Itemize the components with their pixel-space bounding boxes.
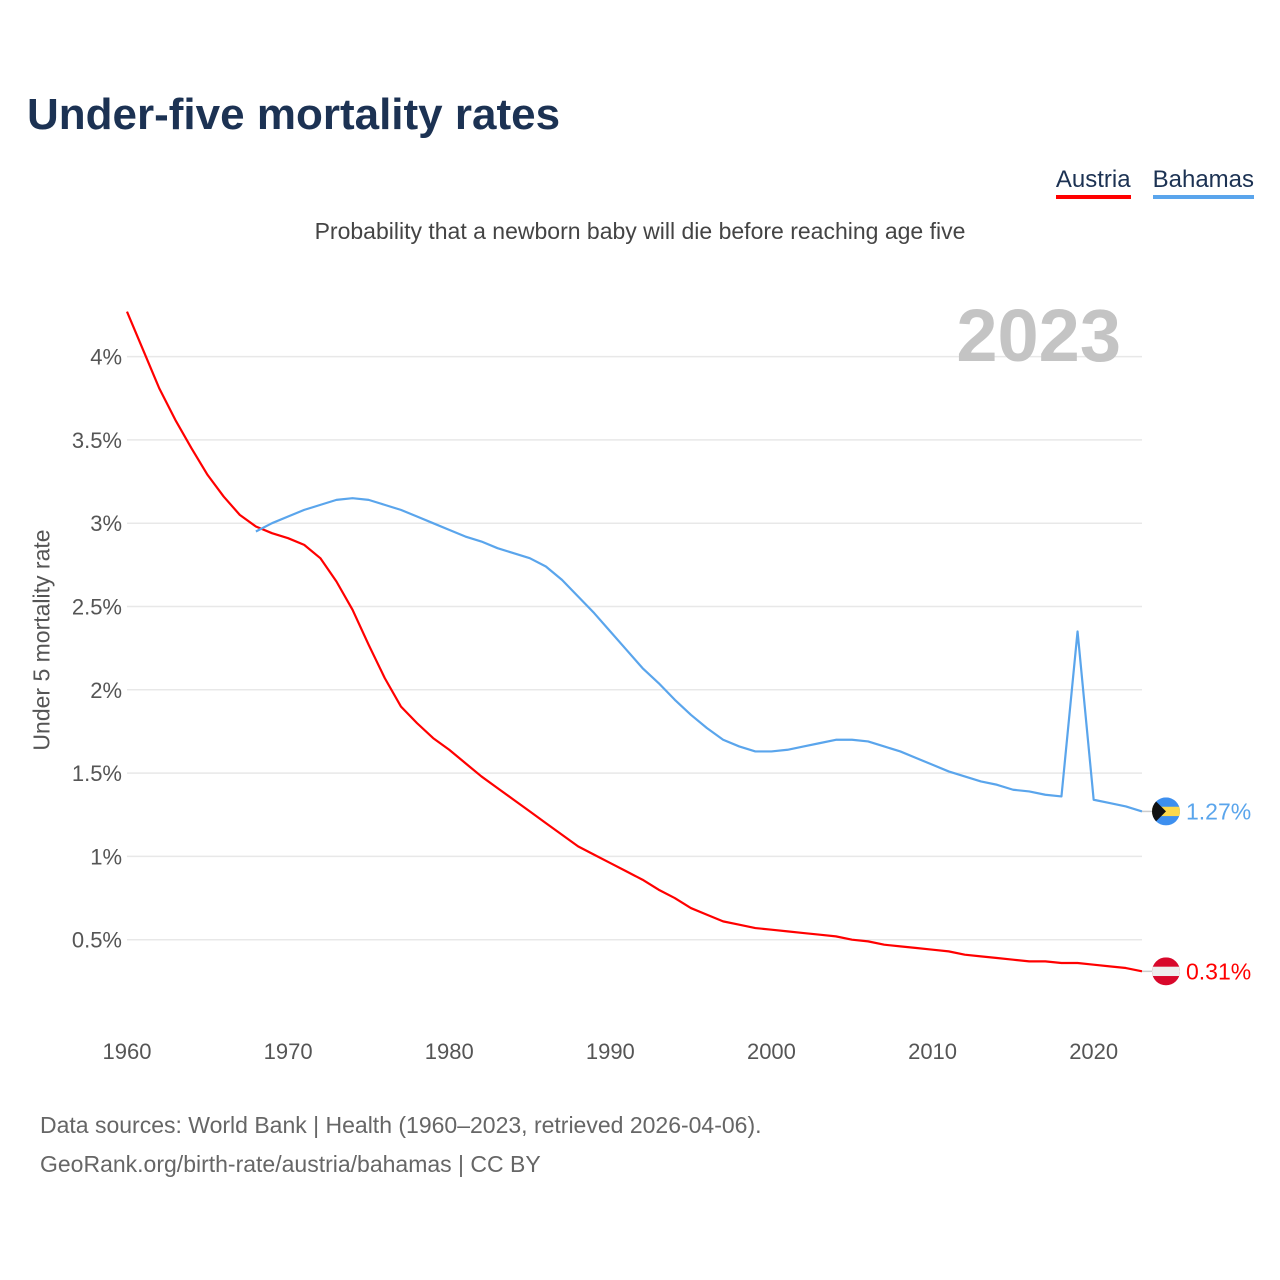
bahamas-flag-icon <box>1152 797 1180 826</box>
series-line-bahamas <box>255 497 1143 813</box>
y-tick-label: 1.5% <box>72 761 122 786</box>
y-tick-label: 3.5% <box>72 428 122 453</box>
legend: Austria Bahamas <box>1055 166 1254 199</box>
chart-subtitle: Probability that a newborn baby will die… <box>314 218 966 244</box>
y-tick-label: 0.5% <box>72 928 122 953</box>
x-tick-label: 1960 <box>103 1039 152 1064</box>
end-value-label-austria: 0.31% <box>1186 958 1251 984</box>
x-tick-label: 1990 <box>586 1039 635 1064</box>
x-tick-label: 2020 <box>1069 1039 1118 1064</box>
x-tick-label: 1970 <box>264 1039 313 1064</box>
x-tick-label: 2010 <box>908 1039 957 1064</box>
source-line-1: Data sources: World Bank | Health (1960–… <box>40 1112 762 1138</box>
y-tick-label: 2.5% <box>72 595 122 620</box>
year-label: 2023 <box>956 294 1121 377</box>
legend-bahamas[interactable]: Bahamas <box>1152 166 1254 199</box>
y-tick-label: 2% <box>90 678 122 703</box>
austria-flag-icon <box>1152 957 1180 986</box>
source-line-2[interactable]: GeoRank.org/birth-rate/austria/bahamas |… <box>40 1151 541 1177</box>
x-tick-label: 1980 <box>425 1039 474 1064</box>
source-note: Data sources: World Bank | Health (1960–… <box>40 1106 762 1184</box>
chart-title: Under-five mortality rates <box>27 90 561 139</box>
y-tick-label: 3% <box>90 511 122 536</box>
x-tick-label: 2000 <box>747 1039 796 1064</box>
legend-austria[interactable]: Austria <box>1055 166 1131 199</box>
y-tick-label: 4% <box>90 345 122 370</box>
end-value-label-bahamas: 1.27% <box>1186 798 1251 824</box>
y-tick-label: 1% <box>90 844 122 869</box>
series-line-austria <box>125 311 1143 973</box>
